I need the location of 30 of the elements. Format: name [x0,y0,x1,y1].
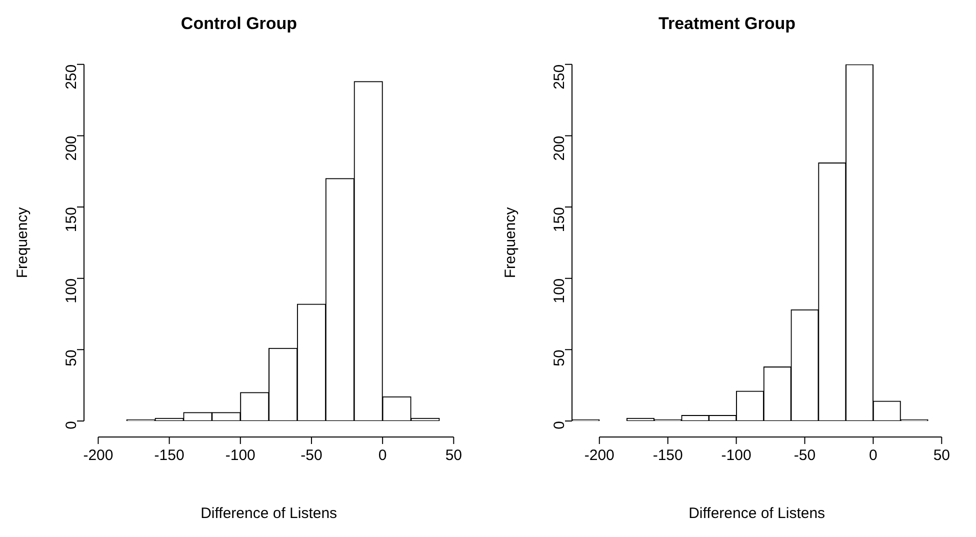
x-tick-label: -50 [300,447,322,464]
x-tick-label: -150 [652,447,683,464]
y-tick-label: 250 [551,64,568,90]
y-tick-label: 200 [551,136,568,161]
x-tick-label: -150 [154,447,184,464]
x-tick-label: -200 [83,447,114,464]
x-tick-label: -50 [794,447,816,464]
y-tick-label: 0 [551,421,568,430]
y-axis-title: Frequency [502,206,520,278]
x-tick-label: 50 [445,447,462,464]
y-tick-label: 250 [63,64,80,90]
x-tick-label: -200 [584,447,614,464]
y-tick-label: 150 [551,207,568,232]
y-tick-label: 50 [63,350,80,366]
y-tick-label: 50 [551,350,568,366]
x-tick-label: -100 [225,447,256,464]
y-tick-label: 100 [551,278,568,304]
x-tick-label: 50 [933,447,950,464]
y-axis-title: Frequency [14,206,32,278]
x-tick-label: 0 [378,447,387,464]
y-tick-label: 150 [63,207,80,232]
y-tick-label: 200 [63,136,80,161]
chart-title: Control Group [180,14,298,33]
x-axis-title: Difference of Listens [688,505,826,522]
y-tick-label: 0 [63,421,80,430]
x-tick-label: 0 [869,447,878,464]
x-tick-label: -100 [721,447,752,464]
x-axis-title: Difference of Listens [200,505,338,522]
chart-title: Treatment Group [658,14,796,33]
y-tick-label: 100 [63,278,80,304]
